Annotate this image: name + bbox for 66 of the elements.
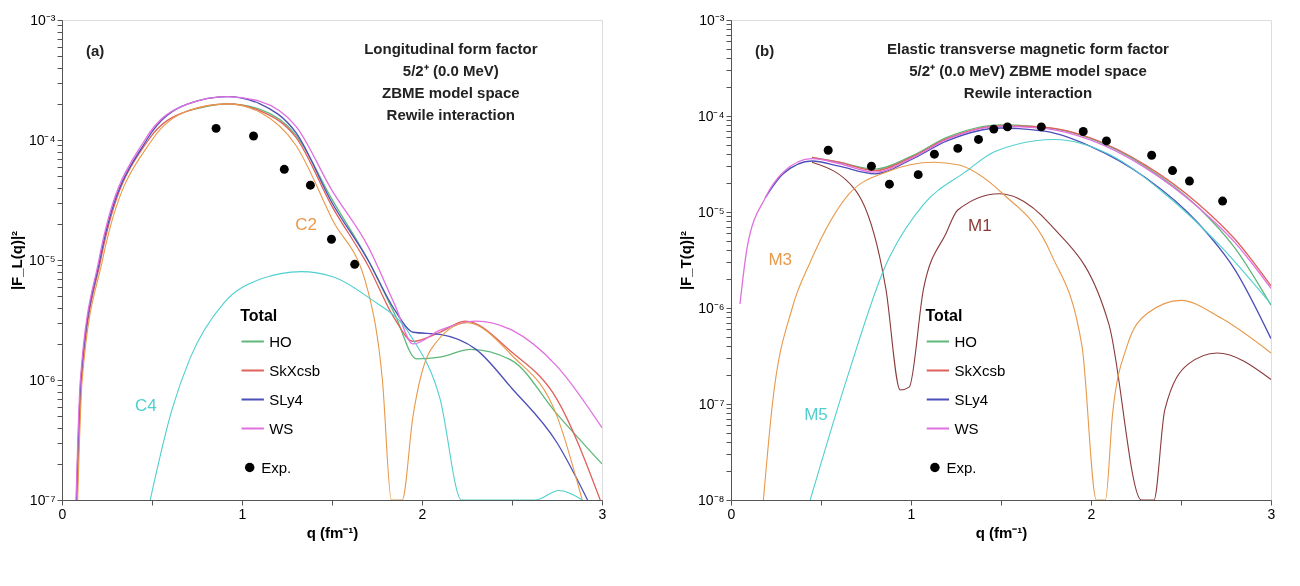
point	[1184, 176, 1194, 186]
text: Elastic transverse magnetic form factor 5/2⁺ (0.0 MeV) ZBME model space Rewile interaction	[887, 40, 1170, 101]
point	[1168, 166, 1178, 176]
point	[989, 124, 999, 134]
point	[249, 131, 258, 141]
point	[884, 179, 894, 189]
x-tick-label: 0	[58, 505, 67, 522]
point	[305, 180, 315, 190]
point	[1036, 122, 1046, 132]
point	[866, 161, 876, 171]
point	[823, 145, 833, 155]
x-tick-label: 1	[907, 505, 916, 522]
y-tick-label: 10⁻⁶	[29, 371, 56, 388]
point	[1003, 122, 1012, 132]
x-axis-title: q (fm⁻¹)	[306, 523, 359, 541]
y-tick-label: 10⁻⁵	[29, 251, 56, 268]
point	[279, 164, 289, 174]
point	[929, 149, 939, 159]
legend-label: SLy4	[269, 390, 303, 408]
series-label: C4	[134, 396, 157, 416]
point	[974, 134, 983, 144]
x-tick-label: 2	[1087, 505, 1096, 522]
y-tick-label: 10⁻³	[30, 11, 56, 28]
point	[1102, 136, 1111, 146]
point	[326, 234, 336, 244]
legend-label: Exp.	[946, 458, 977, 476]
x-tick-label: 2	[418, 505, 427, 522]
legend-title: Total	[925, 307, 963, 324]
series-label: C2	[295, 214, 317, 234]
series-label: M5	[804, 405, 828, 425]
x-axis-title: q (fm⁻¹)	[975, 523, 1028, 541]
y-axis-title: |F_T(q)|²	[676, 230, 694, 291]
legend-label: WS	[269, 419, 294, 437]
point	[211, 123, 221, 133]
point	[913, 170, 923, 180]
series-label: M3	[768, 250, 793, 270]
legend-title: Total	[240, 307, 278, 324]
y-tick-label: 10⁻⁵	[698, 203, 725, 220]
annotation: (a)	[86, 42, 105, 59]
point	[1147, 150, 1157, 160]
x-tick-label: 3	[1267, 505, 1276, 522]
legend-label: WS	[954, 419, 979, 437]
legend-label: Exp.	[261, 458, 292, 476]
y-tick-label: 10⁻⁶	[698, 299, 725, 316]
y-tick-label: 10⁻⁸	[698, 491, 725, 508]
legend-label: SkXcsb	[954, 361, 1006, 379]
point	[953, 143, 963, 153]
y-tick-label: 10⁻⁴	[28, 131, 56, 148]
y-tick-label: 10⁻⁷	[29, 491, 56, 508]
y-tick-label: 10⁻⁷	[698, 395, 725, 412]
point	[1218, 196, 1228, 206]
x-tick-label: 3	[598, 505, 607, 522]
text: Longitudinal form factor 5/2⁺ (0.0 MeV) ZBME model space Rewile interaction	[364, 40, 538, 123]
annotation: (b)	[755, 42, 775, 59]
y-axis-title: |F_L(q)|²	[7, 230, 25, 291]
y-tick-label: 10⁻⁴	[697, 107, 725, 124]
legend-label: SLy4	[954, 390, 989, 408]
legend-label: HO	[269, 332, 292, 350]
x-tick-label: 0	[727, 505, 736, 522]
x-tick-label: 1	[238, 505, 247, 522]
legend-label: HO	[954, 332, 977, 350]
series-label: M1	[967, 215, 992, 235]
y-tick-label: 10⁻³	[699, 11, 725, 28]
point	[1078, 127, 1088, 136]
point	[350, 259, 360, 269]
legend-label: SkXcsb	[269, 361, 321, 379]
